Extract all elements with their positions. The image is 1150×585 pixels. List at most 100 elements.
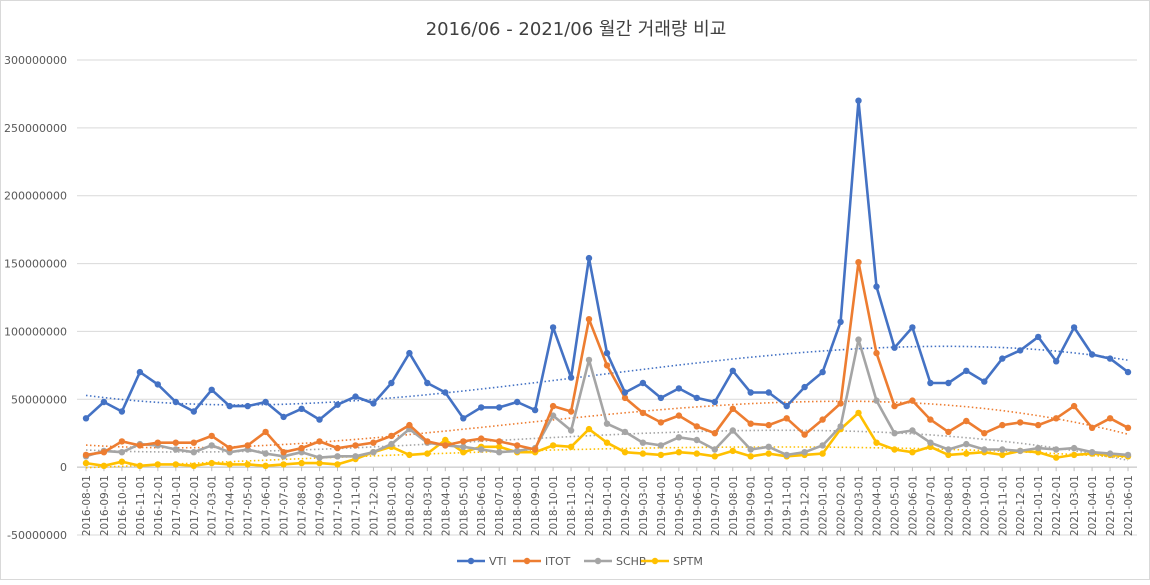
x-tick-label: 2021-04-01	[1087, 475, 1099, 536]
data-point-schb	[460, 443, 467, 450]
x-tick-label: 2017-10-01	[333, 475, 345, 536]
legend: VTI ITOT SCHB SPTM	[457, 555, 703, 568]
y-tick-label: -50000000	[7, 529, 67, 542]
data-point-sptm	[747, 453, 754, 460]
data-point-itot	[172, 439, 179, 446]
data-point-itot	[765, 421, 772, 429]
x-tick-label: 2016-10-01	[117, 475, 129, 536]
x-tick-label: 2017-11-01	[350, 475, 362, 536]
data-point-itot	[514, 442, 521, 449]
series-schb	[82, 336, 1132, 461]
x-tick-label: 2016-08-01	[81, 475, 93, 536]
legend-marker	[523, 557, 531, 565]
x-tick-label: 2017-09-01	[315, 475, 327, 536]
data-point-vti	[1053, 358, 1060, 365]
data-point-sptm	[172, 461, 179, 468]
x-tick-label: 2016-11-01	[135, 475, 147, 536]
x-tick-label: 2019-06-01	[692, 475, 704, 536]
data-point-itot	[460, 438, 467, 445]
x-tick-label: 2019-02-01	[620, 475, 632, 536]
data-point-itot	[496, 438, 503, 445]
data-point-itot	[945, 428, 952, 436]
series-itot	[82, 259, 1132, 459]
data-point-vti	[100, 398, 108, 406]
trendlines	[85, 345, 1129, 469]
chart-title: 2016/06 - 2021/06 월간 거래량 비교	[426, 19, 727, 40]
data-point-schb	[621, 428, 629, 436]
data-point-vti	[406, 349, 413, 357]
series-sptm	[82, 409, 1132, 469]
data-point-schb	[567, 427, 575, 434]
data-point-sptm	[262, 462, 269, 469]
x-tick-label: 2020-10-01	[979, 475, 991, 536]
data-point-vti	[567, 374, 575, 381]
data-point-vti	[963, 367, 970, 374]
data-point-sptm	[657, 451, 665, 459]
data-point-vti	[118, 408, 126, 415]
data-point-schb	[873, 397, 880, 404]
data-point-schb	[1035, 444, 1042, 452]
data-point-vti	[981, 378, 988, 385]
x-tick-label: 2021-02-01	[1051, 475, 1063, 536]
data-point-vti	[855, 97, 862, 104]
data-point-itot	[1053, 415, 1060, 422]
data-point-itot	[478, 435, 485, 442]
data-point-schb	[370, 449, 377, 456]
data-point-sptm	[226, 461, 233, 468]
data-point-itot	[298, 444, 305, 452]
data-point-sptm	[765, 450, 772, 457]
data-point-vti	[1124, 368, 1132, 376]
data-point-sptm	[244, 461, 251, 468]
data-point-vti	[1106, 355, 1114, 362]
data-point-vti	[1070, 324, 1078, 331]
data-point-schb	[190, 449, 197, 456]
data-point-sptm	[963, 450, 970, 457]
data-point-schb	[172, 446, 179, 453]
data-point-schb	[496, 449, 503, 456]
data-point-schb	[819, 442, 826, 449]
x-tick-label: 2017-05-01	[243, 475, 255, 536]
x-tick-label: 2020-06-01	[907, 475, 919, 536]
x-tick-label: 2018-04-01	[440, 475, 452, 536]
data-point-itot	[352, 442, 359, 449]
x-tick-label: 2021-03-01	[1069, 475, 1081, 536]
data-point-schb	[334, 453, 341, 460]
data-point-vti	[190, 408, 197, 415]
data-point-itot	[154, 439, 161, 446]
data-point-vti	[837, 318, 844, 326]
data-point-sptm	[891, 446, 898, 453]
data-point-sptm	[909, 449, 916, 456]
x-tick-label: 2017-06-01	[261, 475, 273, 536]
data-point-sptm	[118, 458, 126, 465]
data-point-vti	[208, 386, 215, 393]
data-point-itot	[531, 446, 539, 453]
x-tick-label: 2018-03-01	[422, 475, 434, 536]
x-tick-label: 2021-01-01	[1033, 475, 1045, 536]
x-tick-label: 2021-06-01	[1123, 475, 1135, 536]
x-tick-label: 2020-07-01	[925, 475, 937, 536]
legend-marker	[594, 557, 602, 565]
data-point-sptm	[316, 459, 323, 467]
x-tick-label: 2016-09-01	[99, 475, 111, 536]
data-point-schb	[1053, 446, 1060, 453]
x-tick-label: 2017-04-01	[225, 475, 237, 536]
x-tick-label: 2018-10-01	[548, 475, 560, 536]
legend-item-sptm: SPTM	[641, 555, 703, 568]
y-tick-label: 0	[60, 461, 67, 474]
data-point-vti	[729, 367, 736, 374]
y-tick-label: 50000000	[11, 393, 67, 406]
x-tick-label: 2019-08-01	[728, 475, 740, 536]
data-point-vti	[801, 383, 808, 391]
x-tick-label: 2019-04-01	[656, 475, 668, 536]
y-tick-label: 250000000	[4, 122, 67, 135]
x-tick-label: 2019-10-01	[764, 475, 776, 536]
data-point-schb	[1088, 449, 1096, 456]
data-point-schb	[388, 440, 395, 448]
x-tick-label: 2020-01-01	[818, 475, 830, 536]
data-point-sptm	[873, 439, 880, 446]
data-point-itot	[675, 412, 683, 419]
x-tick-label: 2020-08-01	[943, 475, 955, 536]
data-point-vti	[262, 398, 269, 406]
data-point-vti	[388, 379, 395, 387]
